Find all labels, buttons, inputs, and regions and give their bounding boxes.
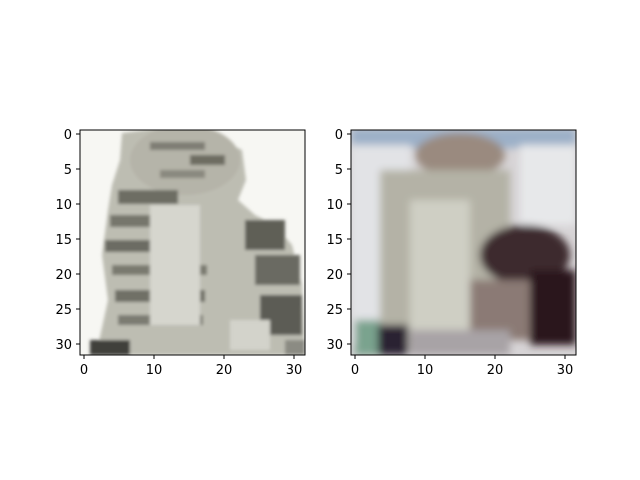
left-ytick: 5 (64, 163, 72, 178)
right-panel: 0 5 10 15 20 25 30 0 10 20 30 (326, 128, 577, 378)
right-xtick: 20 (487, 363, 504, 378)
right-ytick: 15 (326, 233, 343, 248)
left-y-axis: 0 5 10 15 20 25 30 (55, 128, 80, 353)
right-ytick: 0 (335, 128, 343, 143)
left-xtick: 10 (146, 363, 163, 378)
left-xtick: 20 (216, 363, 233, 378)
right-ytick: 30 (326, 338, 343, 353)
left-ytick: 25 (55, 303, 72, 318)
right-ytick: 5 (335, 163, 343, 178)
left-ytick: 30 (55, 338, 72, 353)
left-ytick: 0 (64, 128, 72, 143)
right-image (350, 129, 577, 356)
right-xtick: 0 (351, 363, 359, 378)
right-y-axis: 0 5 10 15 20 25 30 (326, 128, 351, 353)
right-ytick: 25 (326, 303, 343, 318)
left-panel: 0 5 10 15 20 25 30 0 10 20 30 (55, 128, 306, 378)
left-image (79, 129, 306, 356)
left-ytick: 20 (55, 268, 72, 283)
right-x-axis: 0 10 20 30 (351, 355, 573, 378)
left-xtick: 30 (286, 363, 303, 378)
right-ytick: 20 (326, 268, 343, 283)
left-ytick: 15 (55, 233, 72, 248)
right-xtick: 10 (417, 363, 434, 378)
right-xtick: 30 (557, 363, 574, 378)
left-xtick: 0 (80, 363, 88, 378)
left-x-axis: 0 10 20 30 (80, 355, 302, 378)
left-ytick: 10 (55, 198, 72, 213)
right-ytick: 10 (326, 198, 343, 213)
